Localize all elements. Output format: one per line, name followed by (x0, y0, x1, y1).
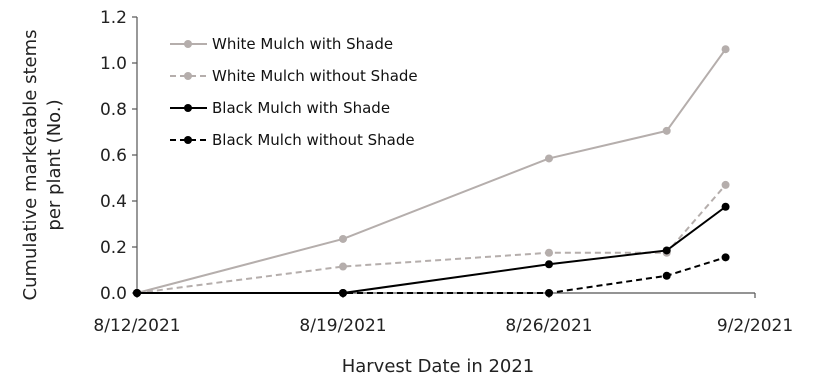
data-point (545, 248, 553, 257)
data-point (721, 202, 730, 211)
legend-swatch-marker (184, 104, 192, 112)
y-tick-label: 0.8 (100, 100, 127, 120)
series-group (133, 45, 730, 297)
y-axis-label-line-2: per plant (No.) (44, 99, 65, 230)
data-point (339, 234, 347, 243)
data-point (545, 289, 553, 297)
data-point (721, 45, 730, 54)
data-point (662, 271, 671, 280)
data-point (339, 262, 347, 271)
x-tick-label: 8/26/2021 (505, 316, 592, 336)
y-ticks: 0.0 0.2 0.4 0.6 0.8 1.0 1.2 (100, 8, 137, 304)
y-tick-label: 0.6 (100, 146, 127, 166)
x-tick-label: 9/2/2021 (717, 316, 793, 336)
y-tick-label: 0.4 (100, 192, 127, 212)
y-tick-label: 0.2 (100, 238, 127, 258)
legend: White Mulch with Shade White Mulch withou… (170, 35, 418, 149)
x-axis-label: Harvest Date in 2021 (342, 356, 535, 377)
y-tick-label: 1.2 (100, 8, 127, 28)
legend-label: Black Mulch without Shade (212, 131, 415, 149)
data-point (721, 180, 730, 189)
data-point (662, 246, 671, 255)
series-line-3 (137, 256, 726, 294)
y-axis-label-line-1: Cumulative marketable stems (20, 29, 41, 300)
x-tick-label: 8/12/2021 (93, 316, 180, 336)
x-tick-label: 8/19/2021 (299, 316, 386, 336)
data-point (662, 126, 671, 135)
data-point (339, 289, 347, 297)
legend-label: White Mulch without Shade (212, 67, 418, 85)
data-point (545, 154, 553, 163)
data-point (545, 260, 553, 269)
legend-label: White Mulch with Shade (212, 35, 393, 53)
x-ticks: 8/12/2021 8/19/2021 8/26/2021 9/2/2021 (93, 293, 793, 336)
data-point (133, 289, 141, 297)
legend-swatch-marker (184, 136, 192, 144)
series-line-0 (136, 48, 727, 294)
y-tick-label: 0.0 (100, 284, 127, 304)
y-tick-label: 1.0 (100, 54, 127, 74)
legend-label: Black Mulch with Shade (212, 99, 390, 117)
data-point (721, 253, 730, 262)
series-line-1 (136, 184, 727, 294)
legend-swatch-marker (184, 72, 192, 80)
legend-swatch-marker (184, 40, 192, 48)
